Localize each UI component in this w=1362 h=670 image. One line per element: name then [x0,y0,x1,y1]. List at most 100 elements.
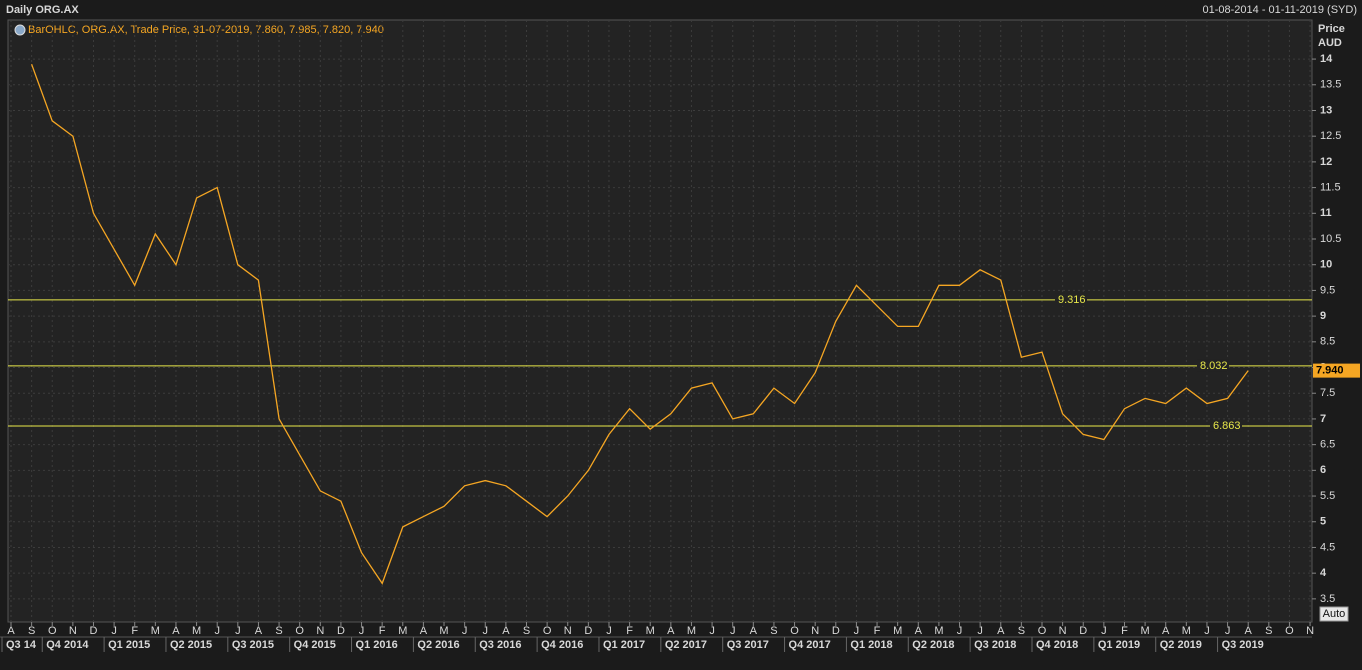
y-axis-title: Price [1318,23,1345,35]
x-tick-label: S [275,625,282,637]
quarter-label: Q4 2014 [46,639,89,651]
x-tick-label: A [667,625,675,637]
x-tick-label: O [1038,625,1047,637]
x-tick-label: D [90,625,98,637]
x-tick-label: F [1121,625,1128,637]
chart-title: Daily ORG.AX [6,4,79,16]
quarter-label: Q4 2018 [1036,639,1078,651]
x-tick-label: N [316,625,324,637]
y-tick-label: 6.5 [1320,439,1335,451]
y-tick-label: 11 [1320,207,1332,219]
quarter-label: Q1 2019 [1098,639,1140,651]
y-tick-label: 9.5 [1320,284,1335,296]
x-tick-label: M [151,625,160,637]
x-tick-label: D [832,625,840,637]
quarter-label: Q4 2017 [789,639,831,651]
x-tick-label: S [28,625,35,637]
x-tick-label: M [1182,625,1191,637]
quarter-label: Q2 2017 [665,639,707,651]
x-tick-label: J [606,625,612,637]
y-tick-label: 4 [1320,567,1327,579]
x-tick-label: F [379,625,386,637]
level-label-bg [1197,359,1229,372]
x-tick-label: F [131,625,138,637]
x-tick-label: D [1079,625,1087,637]
x-tick-label: A [915,625,923,637]
y-tick-label: 4.5 [1320,541,1335,553]
quarter-label: Q2 2015 [170,639,212,651]
x-tick-label: J [957,625,963,637]
quarter-label: Q3 2015 [232,639,274,651]
y-tick-label: 10 [1320,259,1332,271]
quarter-label: Q3 2019 [1222,639,1264,651]
quarter-label: Q3 14 [6,639,37,651]
level-label-bg [1210,419,1242,432]
y-tick-label: 13.5 [1320,79,1341,91]
level-label: 8.032 [1200,360,1228,372]
x-tick-label: J [214,625,220,637]
x-tick-label: O [543,625,552,637]
x-tick-label: M [439,625,448,637]
x-tick-label: N [811,625,819,637]
x-tick-label: J [111,625,117,637]
quarter-label: Q3 2016 [479,639,521,651]
quarter-label: Q2 2016 [417,639,459,651]
quarter-label: Q1 2018 [850,639,892,651]
x-tick-label: A [420,625,428,637]
price-line [30,63,1249,585]
x-tick-label: M [687,625,696,637]
x-tick-label: S [770,625,777,637]
x-tick-label: S [1265,625,1272,637]
quarter-label: Q1 2015 [108,639,150,651]
x-tick-label: J [977,625,983,637]
y-tick-label: 13 [1320,104,1332,116]
x-tick-label: M [398,625,407,637]
x-tick-label: M [646,625,655,637]
quarter-label: Q3 2018 [974,639,1016,651]
quarter-label: Q1 2016 [356,639,398,651]
x-tick-label: J [1225,625,1231,637]
x-tick-label: J [1204,625,1210,637]
y-tick-label: 14 [1320,53,1333,65]
quarter-label: Q2 2018 [912,639,954,651]
auto-button-label[interactable]: Auto [1323,608,1346,620]
x-tick-label: M [192,625,201,637]
legend-icon[interactable] [14,24,26,36]
x-tick-label: O [48,625,57,637]
last-price-tag [1313,363,1360,378]
quarter-label: Q4 2016 [541,639,583,651]
x-tick-label: J [483,625,489,637]
x-tick-label: N [1306,625,1314,637]
x-tick-label: F [874,625,881,637]
x-tick-label: M [893,625,902,637]
level-label: 9.316 [1058,294,1086,306]
x-tick-label: M [1141,625,1150,637]
x-tick-label: J [359,625,365,637]
x-tick-label: J [462,625,468,637]
quarter-label: Q3 2017 [727,639,769,651]
x-tick-label: N [69,625,77,637]
last-price-label: 7.940 [1316,365,1344,377]
y-tick-label: 5 [1320,516,1326,528]
y-tick-label: 3.5 [1320,593,1335,605]
legend-text: BarOHLC, ORG.AX, Trade Price, 31-07-2019… [28,24,384,36]
y-tick-label: 7 [1320,413,1326,425]
y-tick-label: 12 [1320,156,1332,168]
x-tick-label: J [730,625,736,637]
quarter-label: Q4 2015 [294,639,336,651]
y-axis-unit: AUD [1318,37,1342,49]
y-tick-label: 10.5 [1320,233,1341,245]
y-tick-label: 8.5 [1320,336,1335,348]
x-tick-label: O [295,625,304,637]
x-tick-label: F [626,625,633,637]
auto-button[interactable] [1319,606,1349,622]
x-tick-label: A [255,625,263,637]
y-tick-label: 5.5 [1320,490,1335,502]
quarter-label: Q1 2017 [603,639,645,651]
date-range: 01-08-2014 - 01-11-2019 (SYD) [1203,4,1358,16]
x-tick-label: A [502,625,510,637]
x-tick-label: N [564,625,572,637]
y-tick-label: 11.5 [1320,181,1341,193]
x-tick-label: D [584,625,592,637]
